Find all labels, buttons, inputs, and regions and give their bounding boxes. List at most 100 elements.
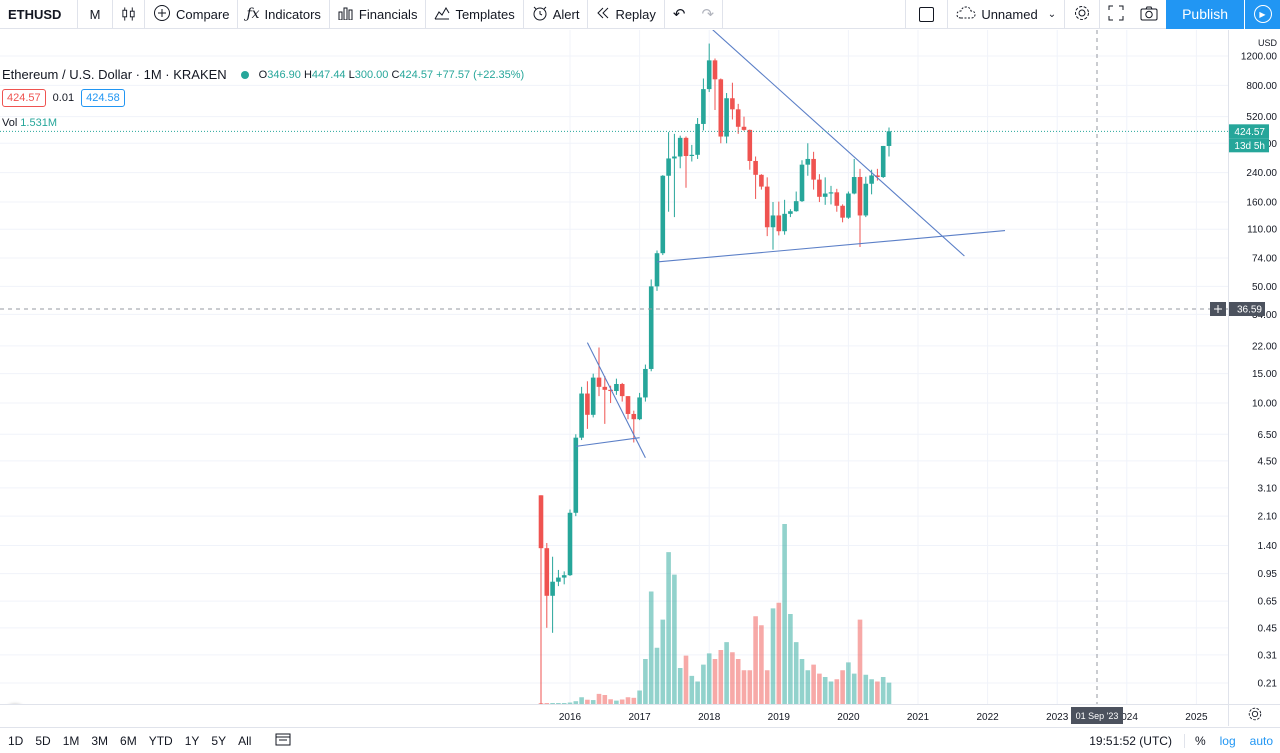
volume-bar bbox=[782, 524, 787, 704]
candle-body bbox=[614, 384, 619, 392]
volume-bar bbox=[718, 650, 724, 704]
crosshair-price-tag bbox=[1229, 302, 1265, 316]
compare-button[interactable]: Compare bbox=[145, 0, 239, 29]
volume-bar bbox=[573, 701, 579, 704]
range-button-1y[interactable]: 1Y bbox=[184, 733, 200, 748]
financials-button[interactable]: Financials bbox=[330, 0, 427, 29]
volume-bar bbox=[799, 659, 805, 704]
open-value: 346.90 bbox=[267, 68, 301, 81]
bid-ask-quote: 424.57 0.01 424.58 bbox=[2, 89, 125, 107]
interval-button[interactable]: M bbox=[78, 0, 113, 29]
fullscreen-layout-button[interactable] bbox=[905, 0, 949, 29]
volume-bar bbox=[735, 659, 741, 704]
range-button-5y[interactable]: 5Y bbox=[211, 733, 227, 748]
financials-label: Financials bbox=[358, 6, 418, 22]
alert-button[interactable]: Alert bbox=[524, 0, 589, 29]
bottom-toolbar: 1D 5D 1M 3M 6M YTD 1Y 5Y All 19:51:52 (UTC) % lo… bbox=[0, 727, 1280, 753]
indicators-button[interactable]: ƒx Indicators bbox=[238, 0, 330, 29]
volume-bar bbox=[701, 664, 706, 704]
replay-button[interactable]: Replay bbox=[588, 0, 665, 29]
function-icon: ƒx bbox=[246, 6, 260, 22]
publish-button[interactable]: Publish bbox=[1166, 0, 1244, 29]
range-button-all[interactable]: All bbox=[238, 733, 252, 748]
price-chart[interactable] bbox=[0, 30, 1228, 704]
utc-clock[interactable]: 19:51:52 (UTC) bbox=[1089, 733, 1172, 748]
volume-bar bbox=[857, 619, 863, 704]
range-button-3m[interactable]: 3M bbox=[91, 733, 109, 748]
candle-body bbox=[822, 193, 828, 197]
range-button-1d[interactable]: 1D bbox=[8, 733, 24, 748]
settings-button[interactable] bbox=[1065, 0, 1101, 29]
symbol-legend: Ethereum / U.S. Dollar · 1M · KRAKEN O34… bbox=[2, 67, 524, 82]
volume-bar bbox=[619, 699, 625, 704]
range-button-ytd[interactable]: YTD bbox=[148, 733, 173, 748]
change-value: +77.57 (+22.35%) bbox=[436, 68, 525, 81]
crosshair-date-tag bbox=[1071, 707, 1123, 724]
candle-body bbox=[602, 386, 608, 390]
volume-bar bbox=[689, 675, 695, 704]
last-price-tag bbox=[1229, 124, 1269, 139]
volume-bar bbox=[590, 700, 596, 704]
candle-body bbox=[776, 215, 782, 232]
candle-body bbox=[846, 193, 851, 218]
time-tick-label: 2020 bbox=[837, 712, 860, 723]
time-tick-label: 2025 bbox=[1185, 712, 1208, 723]
log-scale-toggle[interactable]: log bbox=[1219, 733, 1236, 748]
volume-bar bbox=[886, 682, 892, 704]
candle-body bbox=[799, 164, 805, 202]
chart-type-button[interactable] bbox=[113, 0, 145, 29]
date-range-icon[interactable] bbox=[275, 732, 291, 749]
candle-body bbox=[851, 177, 857, 194]
scale-settings-button[interactable] bbox=[1228, 704, 1280, 726]
volume-bar bbox=[579, 697, 584, 704]
layout-menu-button[interactable]: Unnamed ⌄ bbox=[948, 0, 1066, 29]
open-label: O bbox=[258, 68, 268, 81]
templates-button[interactable]: Templates bbox=[426, 0, 524, 29]
candle-body bbox=[759, 174, 764, 187]
candle-body bbox=[619, 384, 625, 397]
range-button-1m[interactable]: 1M bbox=[62, 733, 80, 748]
buy-price-button[interactable]: 424.58 bbox=[81, 89, 125, 107]
range-button-5d[interactable]: 5D bbox=[35, 733, 51, 748]
crosshair-date-label: 01 Sep '23 bbox=[1076, 711, 1119, 721]
fullscreen-button[interactable] bbox=[1100, 0, 1132, 29]
crosshair-price-label: 36.59 bbox=[1237, 305, 1262, 316]
candle-body bbox=[718, 79, 724, 137]
price-tick-label: 50.00 bbox=[1252, 282, 1277, 293]
layout-name: Unnamed bbox=[981, 6, 1038, 22]
price-tick-label: 15.00 bbox=[1252, 369, 1277, 380]
range-button-6m[interactable]: 6M bbox=[120, 733, 137, 748]
price-axis[interactable]: 2600.001800.001200.00800.00520.00360.002… bbox=[1229, 0, 1280, 751]
volume-bar bbox=[695, 681, 700, 704]
candle-body bbox=[660, 175, 666, 254]
candle-body bbox=[753, 160, 758, 175]
candle-body bbox=[637, 397, 642, 420]
auto-scale-toggle[interactable]: auto bbox=[1249, 733, 1273, 748]
price-scale[interactable]: 2600.001800.001200.00800.00520.00360.002… bbox=[1228, 0, 1280, 751]
undo-button[interactable]: ↶ bbox=[665, 0, 694, 29]
time-scale[interactable]: 2016 2017 2018 2019 2020 2021 2022 2023 2024 2025… bbox=[0, 704, 1228, 726]
sell-price-button[interactable]: 424.57 bbox=[2, 89, 46, 107]
cloud-icon bbox=[956, 5, 976, 23]
candle-body bbox=[561, 575, 567, 578]
volume-bar bbox=[712, 659, 718, 704]
chart-pane[interactable]: Ethereum / U.S. Dollar · 1M · KRAKEN O34… bbox=[0, 30, 1228, 704]
percent-scale-toggle[interactable]: % bbox=[1183, 733, 1213, 748]
candle-body bbox=[643, 368, 648, 398]
redo-button[interactable]: ↷ bbox=[693, 0, 724, 29]
volume-bar bbox=[869, 679, 874, 704]
price-tick-label: 0.31 bbox=[1258, 650, 1278, 661]
publish-menu-button[interactable]: ▶ bbox=[1244, 0, 1280, 29]
snapshot-button[interactable] bbox=[1132, 0, 1166, 29]
time-tick-label: 2018 bbox=[698, 712, 721, 723]
time-axis[interactable]: 2016 2017 2018 2019 2020 2021 2022 2023 2024 2025… bbox=[0, 705, 1228, 727]
volume-bar bbox=[550, 703, 555, 704]
gear-icon bbox=[1073, 4, 1091, 25]
volume-bar bbox=[561, 703, 567, 704]
symbol-search-button[interactable]: ETHUSD bbox=[0, 0, 78, 29]
candles-icon bbox=[122, 7, 135, 21]
candle-body bbox=[863, 183, 869, 216]
price-tick-label: 3.10 bbox=[1258, 483, 1278, 494]
volume-bar bbox=[556, 703, 561, 704]
